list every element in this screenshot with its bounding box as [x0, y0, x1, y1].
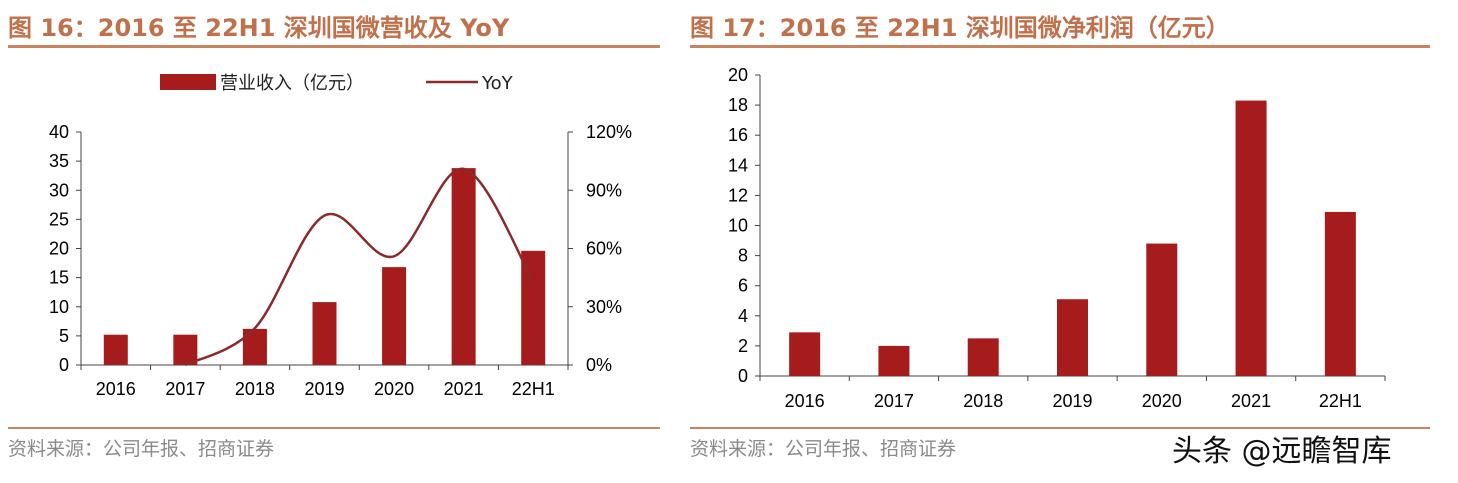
net-profit-bar [1324, 211, 1356, 376]
figure-title-revenue: 图 16：2016 至 22H1 深圳国微营收及 YoY [8, 14, 510, 42]
revenue-chart-svg: 0 5 10 15 20 25 30 35 40 0% 30% 60% 90% 120% 2016 2017 2… [49, 73, 632, 399]
net-profit-bar [878, 345, 910, 376]
title-rule [690, 45, 1430, 48]
y2-tick-label: 90% [586, 180, 622, 200]
revenue-bar [451, 168, 476, 365]
y-tick-label: 4 [738, 306, 748, 326]
x-tick-label: 2018 [235, 379, 275, 399]
x-tick-label: 2019 [1052, 391, 1092, 411]
net-profit-bar [967, 338, 999, 376]
source-rule [690, 427, 1430, 429]
legend-swatch-revenue [160, 74, 216, 90]
y-tick-label: 25 [49, 209, 69, 229]
x-tick-label: 22H1 [1319, 391, 1362, 411]
title-rule [8, 45, 660, 48]
y-tick-label: 40 [49, 122, 69, 142]
chart-panel-revenue: 图 16：2016 至 22H1 深圳国微营收及 YoY 0 5 10 15 20 25 3… [8, 0, 660, 483]
y-tick-label: 18 [728, 95, 748, 115]
y-tick-label: 20 [728, 65, 748, 85]
y-tick-label: 5 [59, 326, 69, 346]
x-tick-label: 2020 [374, 379, 414, 399]
x-tick-label: 2021 [444, 379, 484, 399]
revenue-bar [242, 328, 267, 365]
revenue-bar [312, 302, 337, 365]
y-tick-label: 0 [59, 355, 69, 375]
source-note-revenue: 资料来源：公司年报、招商证券 [8, 438, 275, 460]
chart-panel-net-profit: 图 17：2016 至 22H1 深圳国微净利润（亿元） 0 2 4 6 8 10 12 14… [690, 0, 1430, 483]
net-profit-bar [1146, 243, 1178, 376]
net-profit-bar [789, 332, 821, 376]
y2-tick-label: 60% [586, 239, 622, 259]
y-tick-label: 10 [49, 297, 69, 317]
y2-tick-label: 30% [586, 297, 622, 317]
y-tick-label: 15 [49, 268, 69, 288]
y2-tick-label: 0% [586, 355, 612, 375]
net-profit-chart-svg: 0 2 4 6 8 10 12 14 16 18 20 2016 2017 2018 2019 2020 202… [728, 65, 1386, 411]
x-tick-label: 2020 [1142, 391, 1182, 411]
revenue-bar [103, 334, 128, 365]
watermark: 头条 @远瞻智库 [1172, 434, 1392, 469]
x-tick-label: 2018 [963, 391, 1003, 411]
yoy-line [184, 167, 535, 367]
y-tick-label: 10 [728, 216, 748, 236]
y-tick-label: 6 [738, 276, 748, 296]
revenue-bar [173, 334, 198, 365]
y-tick-label: 20 [49, 239, 69, 259]
y-tick-label: 8 [738, 246, 748, 266]
legend-label-yoy: YoY [481, 73, 514, 94]
x-tick-label: 22H1 [512, 379, 555, 399]
y-tick-label: 0 [738, 366, 748, 386]
y-tick-label: 16 [728, 125, 748, 145]
revenue-bar [521, 250, 546, 365]
x-tick-label: 2016 [96, 379, 136, 399]
x-tick-label: 2016 [785, 391, 825, 411]
y-tick-label: 30 [49, 180, 69, 200]
net-profit-bar [1235, 100, 1267, 377]
x-tick-label: 2017 [874, 391, 914, 411]
y-tick-label: 2 [738, 336, 748, 356]
x-tick-label: 2019 [304, 379, 344, 399]
y-tick-label: 12 [728, 185, 748, 205]
source-note-net-profit: 资料来源：公司年报、招商证券 [690, 438, 957, 460]
net-profit-bar [1057, 299, 1088, 376]
source-rule [8, 427, 660, 429]
y-tick-label: 35 [49, 151, 69, 171]
revenue-bar [382, 267, 407, 365]
legend-label-revenue: 营业收入（亿元） [220, 73, 364, 94]
y2-tick-label: 120% [586, 122, 632, 142]
y-tick-label: 14 [728, 155, 748, 175]
x-tick-label: 2017 [165, 379, 205, 399]
figure-title-net-profit: 图 17：2016 至 22H1 深圳国微净利润（亿元） [690, 14, 1230, 42]
x-tick-label: 2021 [1231, 391, 1271, 411]
